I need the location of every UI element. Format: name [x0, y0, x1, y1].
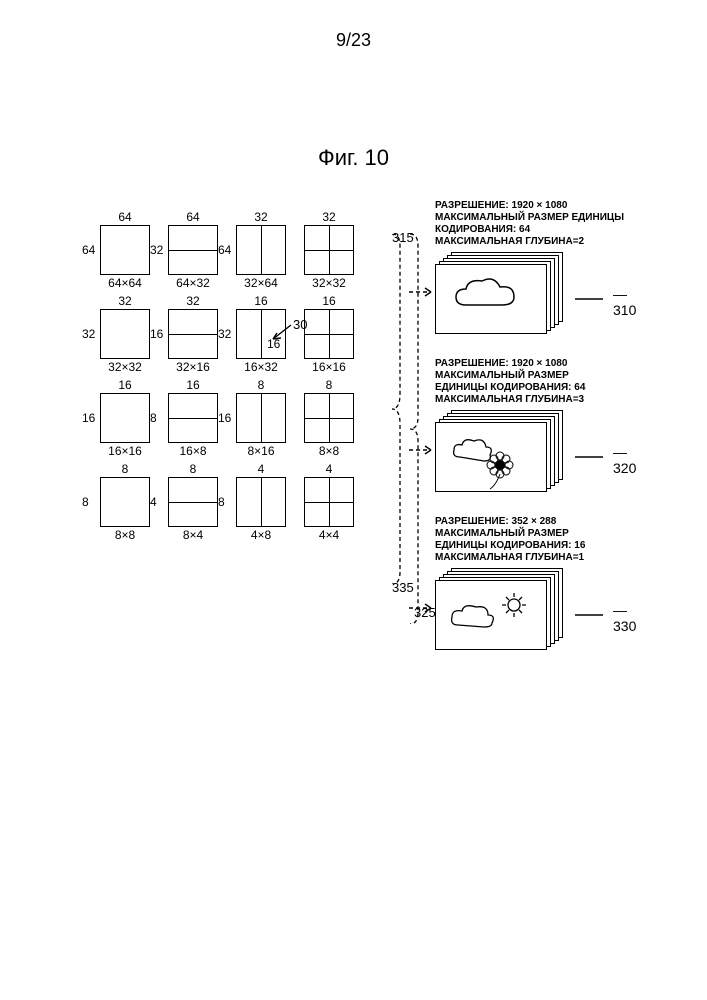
page-number: 9/23 — [0, 30, 707, 51]
right-column: РАЗРЕШЕНИЕ: 1920 × 1080МАКСИМАЛЬНЫЙ РАЗМ… — [435, 200, 655, 674]
figure-title: Фиг. 10 — [0, 145, 707, 171]
brace-315 — [390, 234, 404, 584]
callout-30: 30 16 — [293, 317, 307, 332]
partition-grid: 6464×64646464×32323232×64643232×323232×3… — [100, 225, 372, 561]
